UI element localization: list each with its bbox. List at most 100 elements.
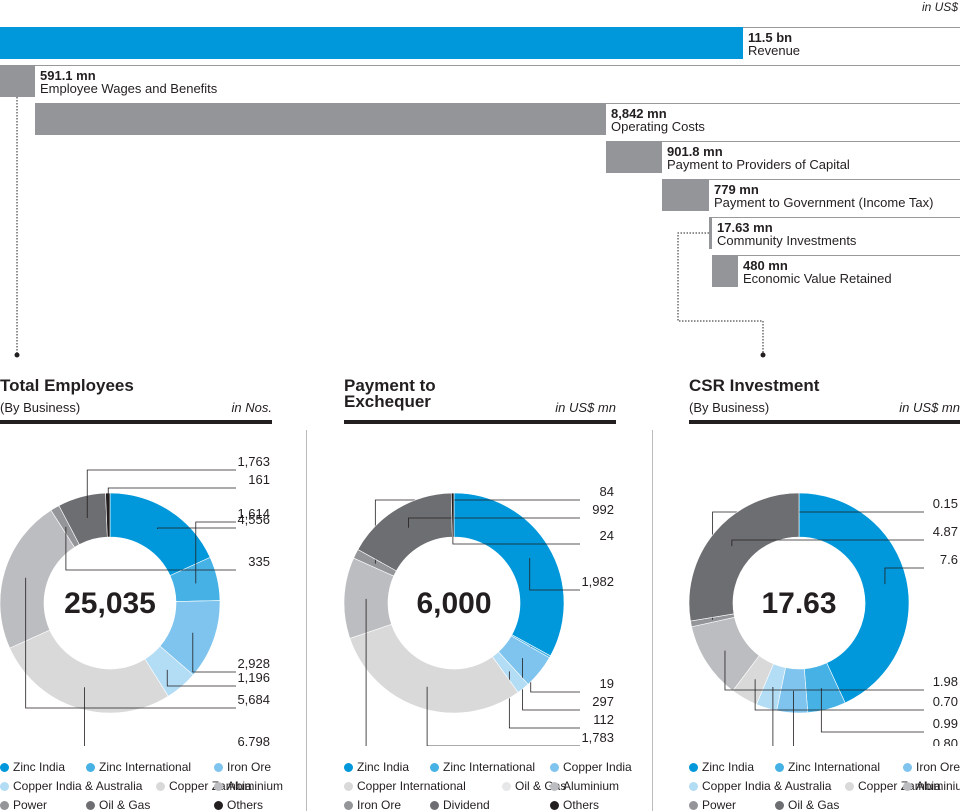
leader-line [522, 658, 580, 711]
legend-label: Zinc International [99, 760, 192, 774]
flow-label: 779 mn Payment to Government (Income Tax) [714, 183, 933, 209]
legend-label: Power [13, 798, 48, 812]
legend-label: Zinc India [13, 760, 66, 774]
legend-label: Oil & Gas [99, 798, 151, 812]
legend-item: Oil & Gas [775, 798, 839, 812]
legend-swatch [344, 782, 353, 791]
leader-line [793, 690, 794, 746]
leader-line [408, 517, 580, 528]
flow-name: Employee Wages and Benefits [40, 81, 218, 96]
flow-name: Operating Costs [611, 119, 705, 134]
flow-label: 480 mn Economic Value Retained [743, 259, 892, 285]
flow-bar [35, 103, 606, 135]
flow-rule [743, 27, 960, 28]
legend-label: Copper India [563, 760, 632, 774]
panel-unit: in Nos. [231, 400, 272, 415]
legend-label: Copper Zambia [169, 779, 252, 793]
panel-unit: in US$ mn [555, 400, 616, 415]
leader-line [365, 598, 367, 746]
data-label: 4.87 [933, 524, 958, 539]
panel-title: CSR Investment [689, 376, 820, 395]
flow-value: 901.8 mn [667, 144, 723, 159]
data-label: 0.99 [933, 716, 958, 731]
legend-item: Aluminium [214, 779, 283, 793]
leader-line [25, 577, 236, 709]
data-label: 0.15 [933, 496, 958, 511]
legend-item: Zinc India [689, 760, 754, 774]
legend-swatch [430, 801, 439, 810]
donut-slice [105, 492, 111, 538]
data-label: 0.80 [933, 736, 958, 746]
data-label: 24 [600, 528, 614, 543]
legend-item: Copper India [550, 760, 632, 774]
divider [306, 430, 307, 811]
leader-line [426, 686, 580, 746]
flow-bar [709, 217, 712, 249]
donut-slice [349, 623, 519, 714]
leader-line [731, 539, 924, 547]
flow-label: 11.5 bn Revenue [748, 31, 800, 57]
legend-swatch [775, 801, 784, 810]
donut-slice [9, 629, 169, 714]
legend-item: Iron Ore [903, 760, 960, 774]
legend-swatch [845, 782, 854, 791]
legend-swatch [903, 763, 912, 772]
legend-item: Power [0, 798, 47, 812]
panel-unit: in US$ mn [899, 400, 960, 415]
legend-item: Others [214, 798, 263, 812]
legend-item: Power [689, 798, 736, 812]
legend-item: Zinc International [86, 760, 191, 774]
legend-item: Dividend [430, 798, 490, 812]
legend-swatch [689, 763, 698, 772]
legend-item: Copper International [344, 779, 466, 793]
data-label: 4,556 [237, 512, 270, 527]
legend-swatch [550, 782, 559, 791]
leader-line [107, 487, 236, 516]
leader-line [754, 679, 924, 711]
legend-label: Iron Ore [227, 760, 272, 774]
legend-item: Zinc International [430, 760, 535, 774]
legend-item: Iron Ore [344, 798, 401, 812]
legend-swatch [0, 782, 9, 791]
flow-bar [712, 255, 738, 287]
legend-label: Copper Zambia [858, 779, 941, 793]
leader-line [195, 521, 236, 584]
connector-line [677, 232, 764, 355]
donut-total: 25,035 [64, 587, 156, 620]
panel-title: Payment to Exchequer [344, 376, 436, 411]
legend-item: Aluminium [550, 779, 619, 793]
data-label: 1,763 [237, 454, 270, 469]
data-label: 5,684 [237, 692, 270, 707]
csr-panel: CSR Investment (By Business) in US$ mn 7… [689, 376, 960, 812]
flow-rule [35, 65, 960, 66]
panel-rule [0, 420, 272, 424]
leader-line [529, 558, 580, 591]
legend-item: Oil & Gas [86, 798, 150, 812]
flow-value: 480 mn [743, 258, 788, 273]
legend-swatch [156, 782, 165, 791]
data-label: 297 [592, 694, 614, 709]
flow-name: Economic Value Retained [743, 271, 892, 286]
leader-line [820, 688, 924, 733]
legend-label: Copper International [357, 779, 466, 793]
data-label: 1,783 [581, 730, 614, 745]
flow-value: 591.1 mn [40, 68, 96, 83]
connector-dot [14, 352, 20, 358]
legend-label: Zinc India [357, 760, 410, 774]
flow-rule [738, 255, 960, 256]
flow-label: 8,842 mn Operating Costs [611, 107, 705, 133]
legend-label: Others [563, 798, 600, 812]
legend-label: Zinc India [702, 760, 755, 774]
leader-line [192, 632, 236, 673]
donut-total: 6,000 [416, 587, 491, 620]
legend-label: Dividend [443, 798, 490, 812]
data-label: 1,982 [581, 574, 614, 589]
data-label: 19 [600, 676, 614, 691]
value-flow-chart: in US$ 11.5 bn Revenue 591.1 mn Employee Wa… [0, 0, 960, 370]
divider [652, 430, 653, 811]
legend-swatch [0, 801, 9, 810]
legend-item: Copper Zambia [156, 779, 252, 793]
legend-label: Copper India & Australia [13, 779, 143, 793]
legend-swatch [214, 782, 223, 791]
flow-unit-label: in US$ [921, 0, 958, 14]
